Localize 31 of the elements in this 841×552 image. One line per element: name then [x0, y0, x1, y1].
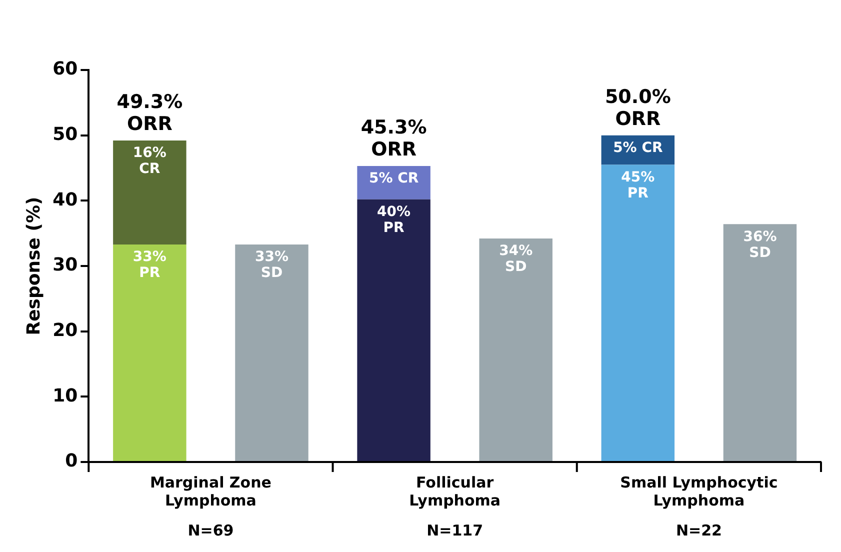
total-label: 45.3% ORR: [360, 116, 427, 160]
total-label: 50.0% ORR: [604, 86, 671, 130]
y-tick-label: 10: [52, 385, 78, 406]
y-tick-label: 30: [52, 254, 78, 276]
bar: [601, 164, 675, 461]
x-tick-label: Small Lymphocytic Lymphoma N=22: [620, 473, 778, 540]
data-label: 16% CR: [132, 145, 166, 178]
y-tick-label: 60: [52, 58, 78, 80]
data-label: 5% CR: [613, 140, 663, 156]
data-label: 36% SD: [743, 228, 777, 261]
bar: [235, 244, 308, 461]
bar: [479, 238, 552, 461]
x-tick-label: Marginal Zone Lymphoma N=69: [150, 473, 272, 540]
y-tick-label: 50: [52, 124, 78, 146]
data-label: 40% PR: [377, 204, 411, 236]
total-label: 49.3% ORR: [116, 90, 183, 135]
x-tick-label: Follicular Lymphoma N=117: [409, 473, 501, 540]
y-axis-title: Response (%): [23, 196, 44, 336]
bar: [723, 224, 797, 461]
y-tick-label: 20: [52, 320, 78, 342]
bar: [357, 199, 430, 461]
data-label: 5% CR: [368, 170, 419, 187]
data-label: 34% SD: [499, 243, 533, 276]
y-tick-label: 40: [52, 189, 78, 210]
data-label: 33% PR: [132, 249, 166, 282]
bar: [357, 166, 430, 200]
bar: [113, 140, 186, 244]
data-label: 45% PR: [621, 169, 655, 202]
data-label: 33% SD: [254, 249, 288, 282]
y-tick-label: 0: [65, 450, 78, 472]
bar: [113, 244, 186, 461]
